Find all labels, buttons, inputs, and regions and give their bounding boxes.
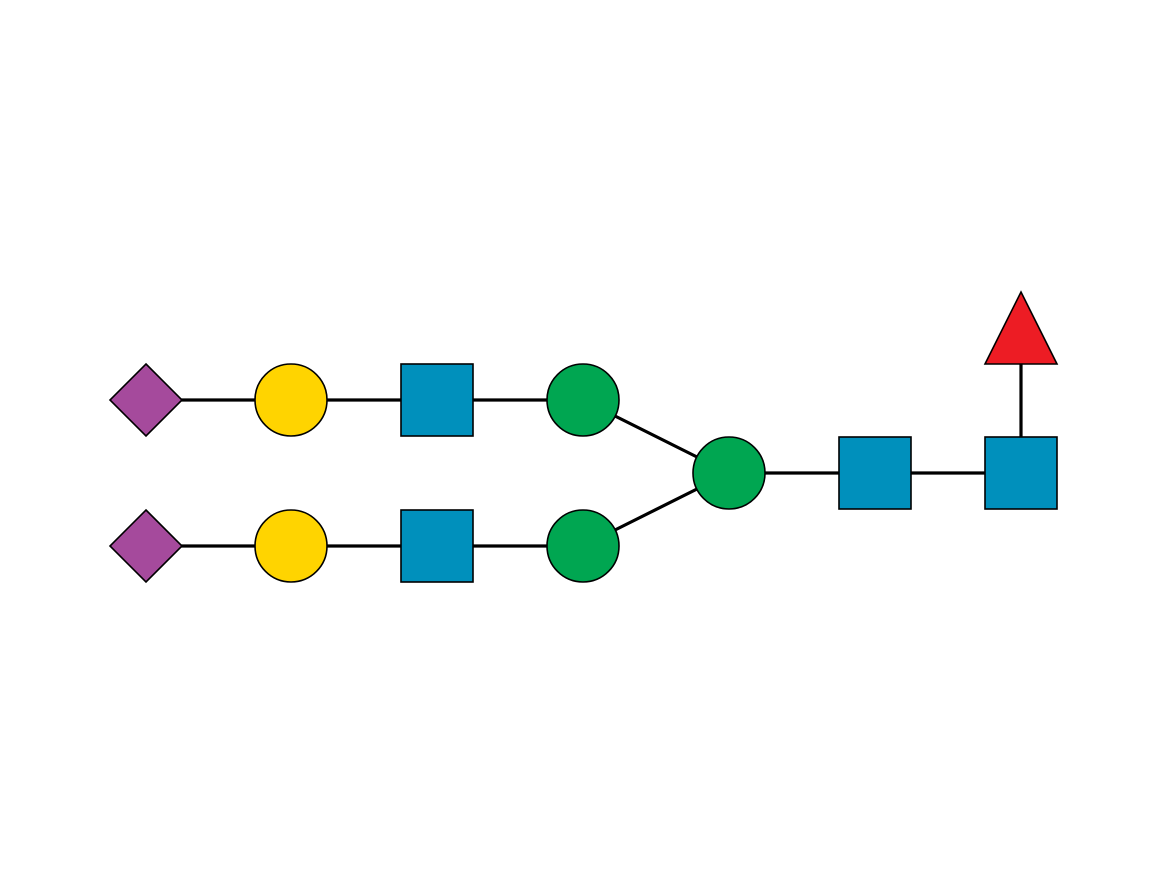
galactose-circle-icon [254, 509, 328, 583]
mannose-circle-icon [692, 436, 766, 510]
n-acetylglucosamine-square-icon [984, 436, 1058, 510]
n-acetylglucosamine-square-icon [838, 436, 912, 510]
mannose-circle-icon [546, 363, 620, 437]
residue-layer [108, 290, 1059, 584]
mannose-circle-icon [546, 509, 620, 583]
n-acetylglucosamine-square-icon [400, 363, 474, 437]
n-acetylglucosamine-square-icon [400, 509, 474, 583]
galactose-circle-icon [254, 363, 328, 437]
sialic-acid-diamond-icon [108, 362, 184, 438]
fucose-triangle-icon [983, 290, 1059, 365]
sialic-acid-diamond-icon [108, 508, 184, 584]
